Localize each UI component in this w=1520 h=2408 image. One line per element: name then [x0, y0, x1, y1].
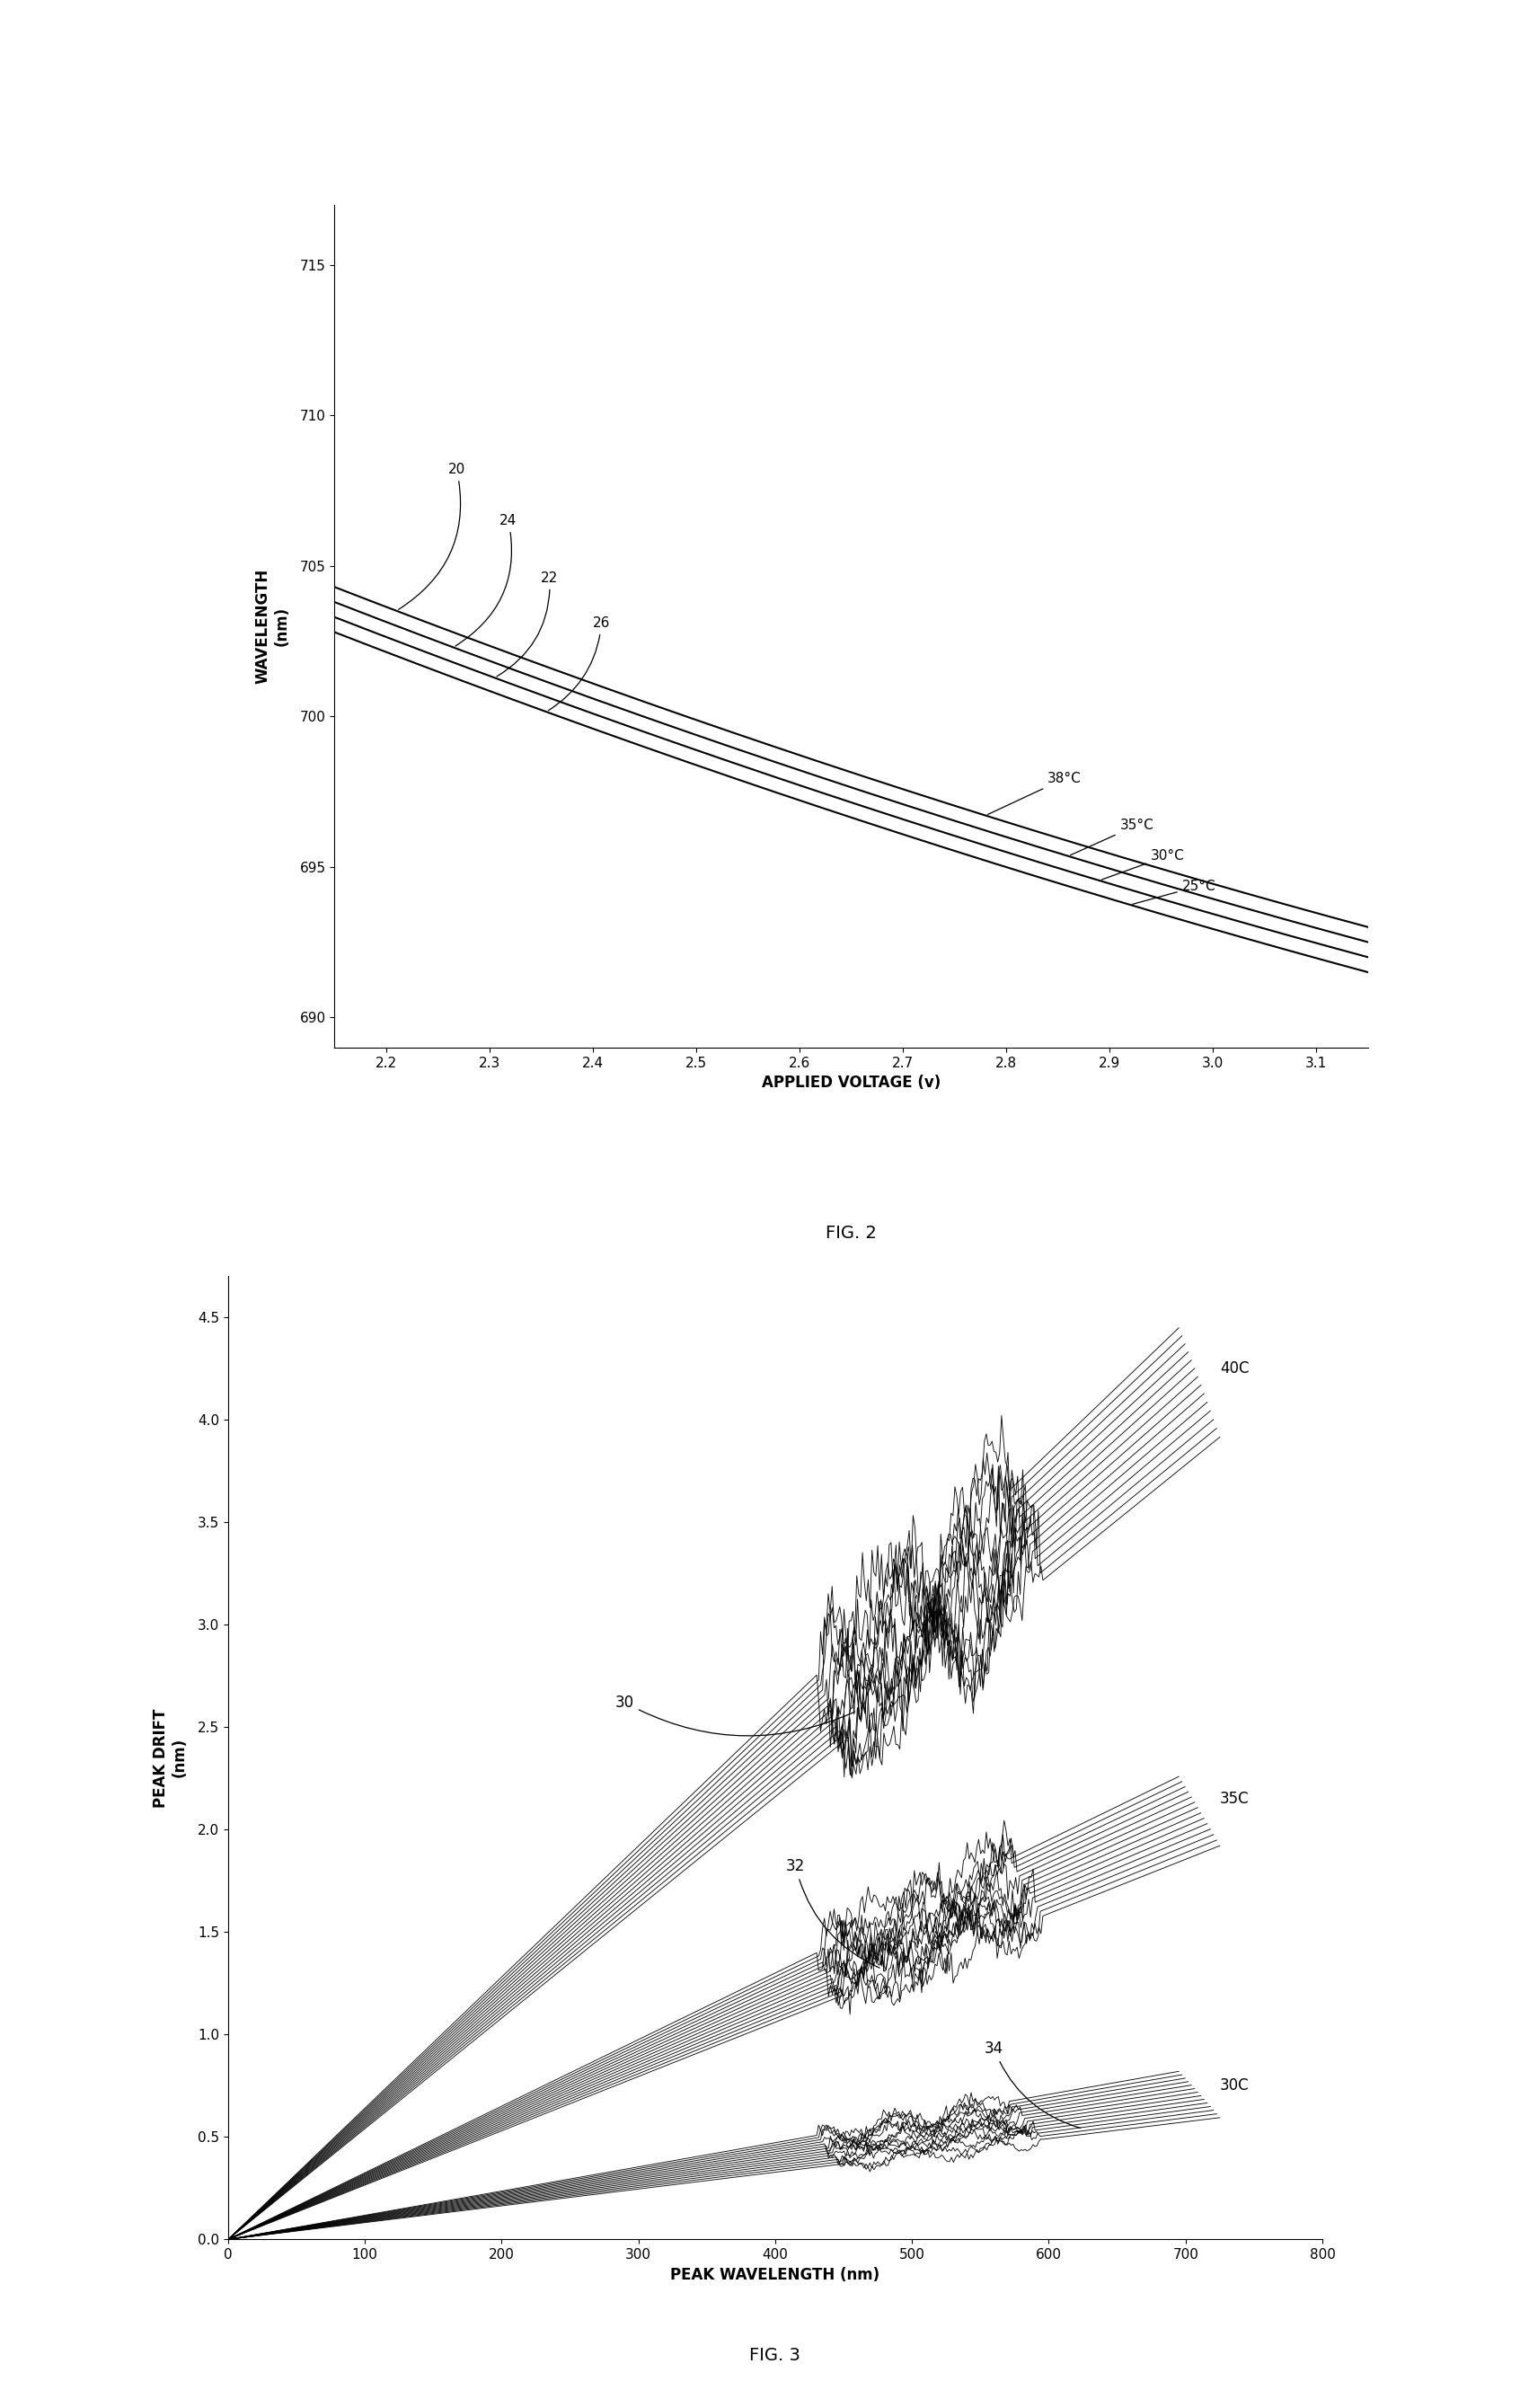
Text: 35°C: 35°C: [1070, 819, 1154, 855]
X-axis label: PEAK WAVELENGTH (nm): PEAK WAVELENGTH (nm): [670, 2266, 880, 2283]
Y-axis label: WAVELENGTH
(nm): WAVELENGTH (nm): [255, 568, 289, 684]
Text: 32: 32: [786, 1859, 880, 1967]
Text: 30C: 30C: [1219, 2078, 1249, 2095]
Y-axis label: PEAK DRIFT
(nm): PEAK DRIFT (nm): [152, 1707, 187, 1808]
Text: 38°C: 38°C: [988, 773, 1082, 814]
Text: 40C: 40C: [1219, 1361, 1249, 1377]
Text: FIG. 2: FIG. 2: [825, 1223, 877, 1243]
Text: 35C: 35C: [1219, 1792, 1249, 1806]
Text: FIG. 3: FIG. 3: [749, 2345, 801, 2365]
Text: 25°C: 25°C: [1132, 879, 1216, 903]
Text: 30°C: 30°C: [1102, 850, 1186, 879]
Text: 24: 24: [456, 513, 517, 645]
X-axis label: APPLIED VOLTAGE (v): APPLIED VOLTAGE (v): [762, 1074, 941, 1091]
Text: 22: 22: [497, 571, 558, 677]
Text: 20: 20: [398, 462, 465, 609]
Text: 30: 30: [616, 1695, 856, 1736]
Text: 26: 26: [549, 616, 610, 710]
Text: 34: 34: [985, 2040, 1081, 2129]
